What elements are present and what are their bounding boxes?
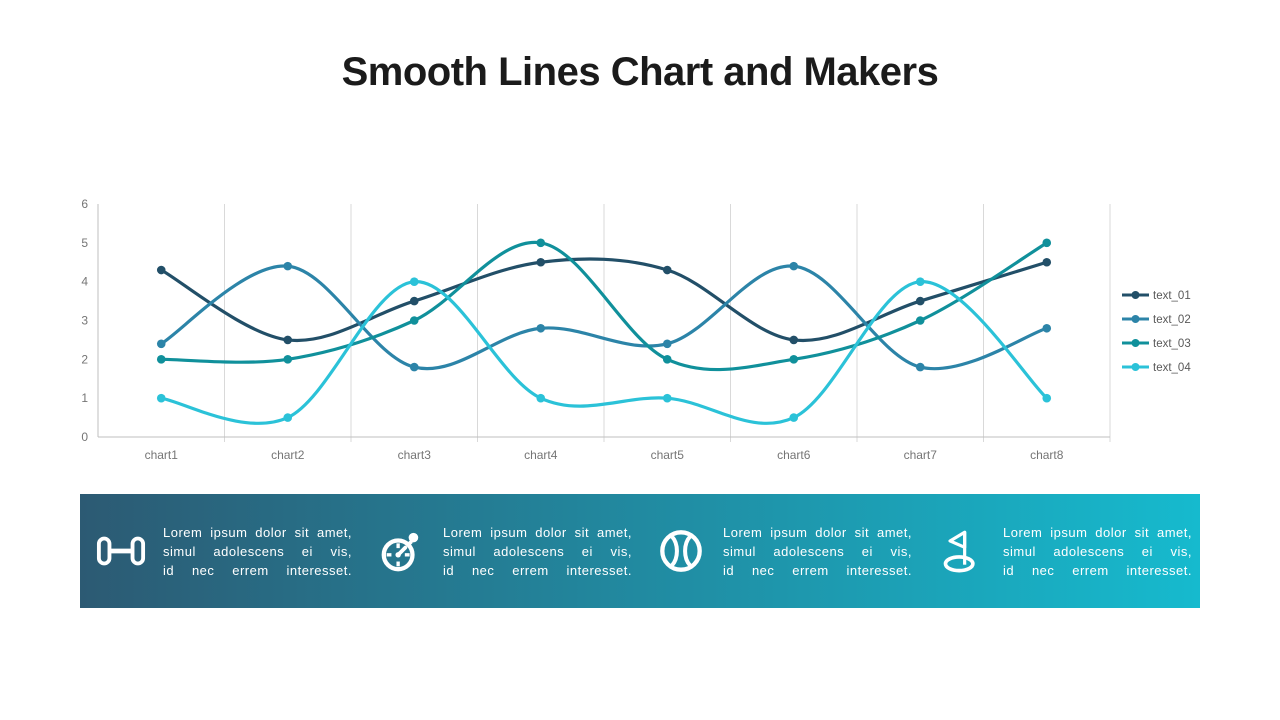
banner-text: Lorem ipsum dolor sit amet, simul adoles… [723, 524, 912, 578]
legend-dot-marker [1131, 363, 1140, 371]
x-tick-label: chart8 [1030, 448, 1064, 462]
data-point-marker [915, 362, 925, 372]
banner-item-fitness: Lorem ipsum dolor sit amet, simul adoles… [80, 494, 360, 608]
data-point-marker [662, 355, 672, 364]
data-point-marker [409, 296, 419, 306]
x-tick-label: chart5 [651, 448, 685, 462]
data-point-marker [283, 413, 293, 422]
legend-dot-marker [1131, 339, 1140, 347]
legend-dot-marker [1131, 291, 1140, 299]
legend-dot-marker [1131, 315, 1140, 323]
y-tick-label: 2 [81, 352, 88, 366]
banner-item-timer: Lorem ipsum dolor sit amet, simul adoles… [360, 494, 640, 608]
y-tick-label: 1 [81, 391, 88, 405]
legend-label: text_02 [1153, 314, 1191, 326]
series-line-text_04 [159, 280, 1049, 425]
banner-text: Lorem ipsum dolor sit amet, simul adoles… [163, 524, 352, 578]
page-title: Smooth Lines Chart and Makers [341, 50, 939, 94]
x-tick-label: chart4 [524, 448, 558, 462]
data-point-marker [1042, 393, 1052, 403]
y-tick-label: 6 [81, 197, 88, 211]
y-tick-label: 5 [81, 236, 88, 250]
data-point-marker [915, 296, 925, 306]
data-point-marker [1042, 257, 1052, 267]
series-line-text_02 [159, 264, 1049, 371]
banner-text: Lorem ipsum dolor sit amet, simul adoles… [1003, 524, 1192, 578]
data-point-marker [283, 261, 293, 271]
golf-flag-icon [935, 527, 987, 575]
x-tick-label: chart7 [904, 448, 938, 462]
legend-label: text_01 [1153, 290, 1191, 302]
banner-item-golf: Lorem ipsum dolor sit amet, simul adoles… [920, 494, 1200, 608]
y-tick-label: 4 [81, 275, 88, 289]
data-point-marker [283, 355, 293, 364]
data-point-marker [409, 277, 419, 286]
data-point-marker [662, 339, 672, 349]
stopwatch-icon [375, 527, 427, 575]
x-tick-label: chart3 [398, 448, 432, 462]
x-tick-label: chart1 [145, 448, 179, 462]
data-point-marker [536, 257, 546, 267]
data-point-marker [662, 265, 672, 275]
x-tick-label: chart6 [777, 448, 811, 462]
y-tick-label: 3 [81, 314, 88, 328]
tennis-ball-icon [655, 528, 707, 574]
data-point-marker [536, 393, 546, 403]
data-point-marker [156, 355, 166, 364]
data-point-marker [915, 316, 925, 325]
info-banner: Lorem ipsum dolor sit amet, simul adoles… [80, 494, 1200, 608]
data-point-marker [409, 316, 419, 325]
banner-text: Lorem ipsum dolor sit amet, simul adoles… [443, 524, 632, 578]
legend-label: text_04 [1153, 362, 1191, 374]
data-point-marker [283, 335, 293, 345]
dumbbell-icon [95, 531, 147, 571]
data-point-marker [789, 335, 799, 345]
data-point-marker [1042, 238, 1052, 248]
banner-item-ball: Lorem ipsum dolor sit amet, simul adoles… [640, 494, 920, 608]
data-point-marker [789, 355, 799, 364]
legend-label: text_03 [1153, 338, 1191, 350]
series-line-text_03 [159, 240, 1049, 372]
data-point-marker [156, 339, 166, 349]
data-point-marker [536, 323, 546, 333]
data-point-marker [789, 413, 799, 422]
data-point-marker [536, 238, 546, 248]
y-tick-label: 0 [81, 430, 88, 444]
data-point-marker [156, 265, 166, 275]
data-point-marker [915, 277, 925, 286]
data-point-marker [1042, 323, 1052, 333]
data-point-marker [662, 393, 672, 403]
series-line-text_01 [159, 257, 1049, 343]
data-point-marker [156, 393, 166, 403]
data-point-marker [409, 362, 419, 372]
x-tick-label: chart2 [271, 448, 305, 462]
data-point-marker [789, 261, 799, 271]
